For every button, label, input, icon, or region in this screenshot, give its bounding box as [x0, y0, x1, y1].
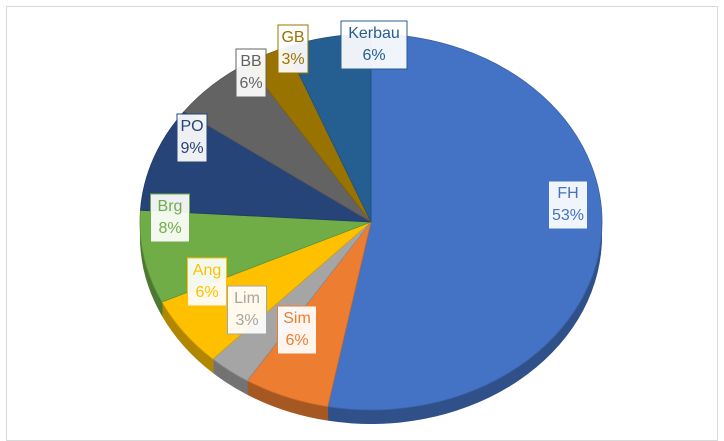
label-name: Sim [283, 310, 311, 327]
label-name: FH [557, 185, 578, 202]
label-box [187, 257, 227, 307]
label-name: GB [281, 29, 304, 46]
label-value: 6% [195, 284, 218, 301]
label-value: 9% [180, 140, 203, 157]
label-value: 6% [285, 332, 308, 349]
label-name: Brg [158, 198, 183, 215]
label-box [340, 20, 408, 70]
slice [327, 33, 603, 411]
label-box [176, 113, 208, 163]
label-box [227, 285, 267, 335]
label-name: BB [240, 53, 261, 70]
label-name: Ang [193, 262, 221, 279]
label-value: 6% [239, 75, 262, 92]
label-value: 3% [235, 312, 258, 329]
label-value: 53% [552, 207, 584, 224]
label-box [235, 48, 267, 98]
label-value: 3% [281, 51, 304, 68]
label-value: 6% [362, 47, 385, 64]
label-name: PO [180, 118, 203, 135]
label-box [150, 193, 190, 243]
label-box [548, 180, 588, 230]
label-name: Lim [234, 290, 260, 307]
label-value: 8% [158, 220, 181, 237]
label-box [277, 305, 317, 355]
label-name: Kerbau [348, 25, 400, 42]
label-box [277, 24, 309, 74]
